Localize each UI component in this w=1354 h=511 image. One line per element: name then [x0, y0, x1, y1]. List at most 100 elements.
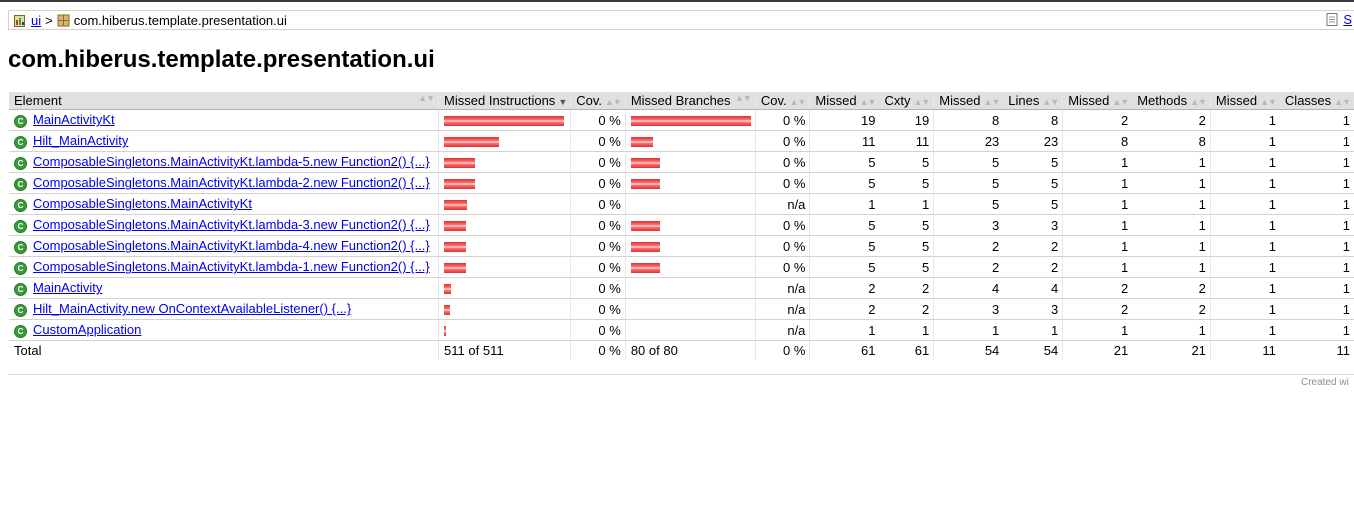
total-branches: 80 of 80 — [624, 340, 756, 360]
cell-branch-bar — [624, 130, 756, 152]
col-header-missed-cxty[interactable]: Missed ▲▼ — [809, 92, 880, 110]
total-classes: 11 — [1336, 343, 1351, 358]
col-header-missed-instructions[interactable]: Missed Instructions ▼ — [438, 92, 571, 110]
cell-methods: 2 — [1132, 277, 1211, 299]
table-footer: Total 511 of 511 0 % 80 of 80 0 % 61 61 … — [9, 340, 1354, 360]
total-branches-cov: 0 % — [754, 340, 810, 360]
missed-instructions-bar — [444, 179, 476, 190]
created-with-text: Created wi — [1301, 377, 1349, 388]
cell-methods: 2 — [1132, 109, 1211, 131]
cell-missed-lines: 2 — [933, 256, 1004, 278]
element-link[interactable]: ComposableSingletons.MainActivityKt.lamb… — [33, 259, 430, 275]
table-row: C ComposableSingletons.MainActivityKt.lam… — [9, 256, 1354, 278]
col-header-missed-branches[interactable]: Missed Branches ▲▼ — [624, 92, 756, 110]
col-header-element[interactable]: Element ▲▼ — [9, 92, 439, 110]
element-link[interactable]: Hilt_MainActivity — [33, 133, 129, 149]
cell-instr-bar — [438, 256, 571, 278]
sort-icon: ▲▼ — [1260, 97, 1277, 107]
col-header-instructions-cov[interactable]: Cov. ▲▼ — [570, 92, 626, 110]
cell-branch-cov: 0 % — [754, 109, 810, 131]
cell-missed-methods: 8 — [1062, 130, 1133, 152]
cell-missed-classes: 1 — [1209, 172, 1280, 194]
cell-instr-bar — [438, 130, 571, 152]
cell-branch-cov: 0 % — [754, 214, 810, 236]
sessions-link-wrap: S — [1326, 12, 1352, 27]
class-icon: C — [14, 261, 27, 275]
element-link[interactable]: ComposableSingletons.MainActivityKt — [33, 196, 252, 212]
cell-branch-bar — [624, 319, 756, 341]
breadcrumb-current: com.hiberus.template.presentation.ui — [73, 12, 287, 28]
missed-branches-bar — [630, 158, 660, 169]
element-link[interactable]: MainActivityKt — [33, 112, 115, 128]
cell-lines: 3 — [1003, 298, 1063, 320]
cell-missed-classes: 1 — [1209, 256, 1280, 278]
cell-methods: 1 — [1132, 319, 1211, 341]
total-missed-methods: 21 — [1062, 340, 1133, 360]
col-header-missed-classes[interactable]: Missed ▲▼ — [1209, 92, 1280, 110]
cell-classes: 1 — [1279, 277, 1354, 299]
cell-missed-lines: 3 — [933, 298, 1004, 320]
cell-missed-cxty: 2 — [809, 298, 880, 320]
sessions-link[interactable]: S — [1343, 12, 1352, 27]
element-link[interactable]: Hilt_MainActivity.new OnContextAvailable… — [33, 301, 352, 317]
sort-icon: ▲▼ — [983, 97, 1000, 107]
cell-lines: 4 — [1003, 277, 1063, 299]
col-header-branches-cov[interactable]: Cov. ▲▼ — [754, 92, 810, 110]
cell-cxty: 5 — [879, 256, 934, 278]
cell-missed-methods: 2 — [1062, 109, 1133, 131]
cell-classes: 1 — [1279, 172, 1354, 194]
class-icon: C — [14, 324, 27, 338]
element-link[interactable]: ComposableSingletons.MainActivityKt.lamb… — [33, 238, 430, 254]
cell-instr-cov: 0 % — [570, 256, 626, 278]
class-icon: C — [14, 282, 27, 296]
top-border — [0, 0, 1354, 2]
class-icon: C — [14, 219, 27, 233]
package-icon — [57, 14, 70, 27]
cell-instr-cov: 0 % — [570, 193, 626, 215]
element-link[interactable]: ComposableSingletons.MainActivityKt.lamb… — [33, 175, 430, 191]
cell-cxty: 2 — [879, 277, 934, 299]
breadcrumb: ui > com.hiberus.template.presentation.u… — [8, 10, 1354, 30]
cell-instr-bar — [438, 277, 571, 299]
cell-lines: 1 — [1003, 319, 1063, 341]
col-header-classes[interactable]: Classes ▲▼ — [1279, 92, 1354, 110]
cell-cxty: 5 — [879, 151, 934, 173]
col-header-lines[interactable]: Lines ▲▼ — [1003, 92, 1063, 110]
missed-instructions-bar — [444, 263, 467, 274]
cell-missed-cxty: 5 — [809, 256, 880, 278]
cell-branch-cov: 0 % — [754, 172, 810, 194]
missed-instructions-bar — [444, 200, 468, 211]
cell-classes: 1 — [1279, 151, 1354, 173]
col-header-missed-lines[interactable]: Missed ▲▼ — [933, 92, 1004, 110]
table-row: C ComposableSingletons.MainActivityKt.lam… — [9, 172, 1354, 194]
cell-missed-lines: 2 — [933, 235, 1004, 257]
cell-missed-methods: 1 — [1062, 172, 1133, 194]
breadcrumb-root-link[interactable]: ui — [31, 12, 42, 28]
element-link[interactable]: MainActivity — [33, 280, 103, 296]
col-header-cxty[interactable]: Cxty ▲▼ — [879, 92, 934, 110]
cell-cxty: 1 — [879, 193, 934, 215]
cell-instr-bar — [438, 109, 571, 131]
element-link[interactable]: ComposableSingletons.MainActivityKt.lamb… — [33, 154, 430, 170]
element-link[interactable]: CustomApplication — [33, 322, 142, 338]
cell-missed-cxty: 1 — [809, 319, 880, 341]
element-link[interactable]: ComposableSingletons.MainActivityKt.lamb… — [33, 217, 430, 233]
cell-instr-cov: 0 % — [570, 277, 626, 299]
table-header: Element ▲▼ Missed Instructions ▼ Cov. ▲▼ Mi… — [9, 92, 1354, 110]
breadcrumb-separator: > — [45, 12, 53, 28]
cell-missed-cxty: 5 — [809, 172, 880, 194]
cell-missed-cxty: 1 — [809, 193, 880, 215]
sort-icon: ▲▼ — [735, 93, 752, 103]
cell-lines: 5 — [1003, 193, 1063, 215]
cell-element: C Hilt_MainActivity.new OnContextAvailabl… — [9, 298, 439, 320]
missed-instructions-bar — [444, 116, 565, 127]
cell-branch-cov: n/a — [754, 298, 810, 320]
missed-instructions-bar — [444, 242, 467, 253]
total-missed-classes: 11 — [1209, 340, 1280, 360]
col-header-methods[interactable]: Methods ▲▼ — [1132, 92, 1211, 110]
cell-branch-bar — [624, 172, 756, 194]
cell-lines: 3 — [1003, 214, 1063, 236]
col-header-missed-methods[interactable]: Missed ▲▼ — [1062, 92, 1133, 110]
cell-classes: 1 — [1279, 109, 1354, 131]
missed-branches-bar — [630, 137, 653, 148]
